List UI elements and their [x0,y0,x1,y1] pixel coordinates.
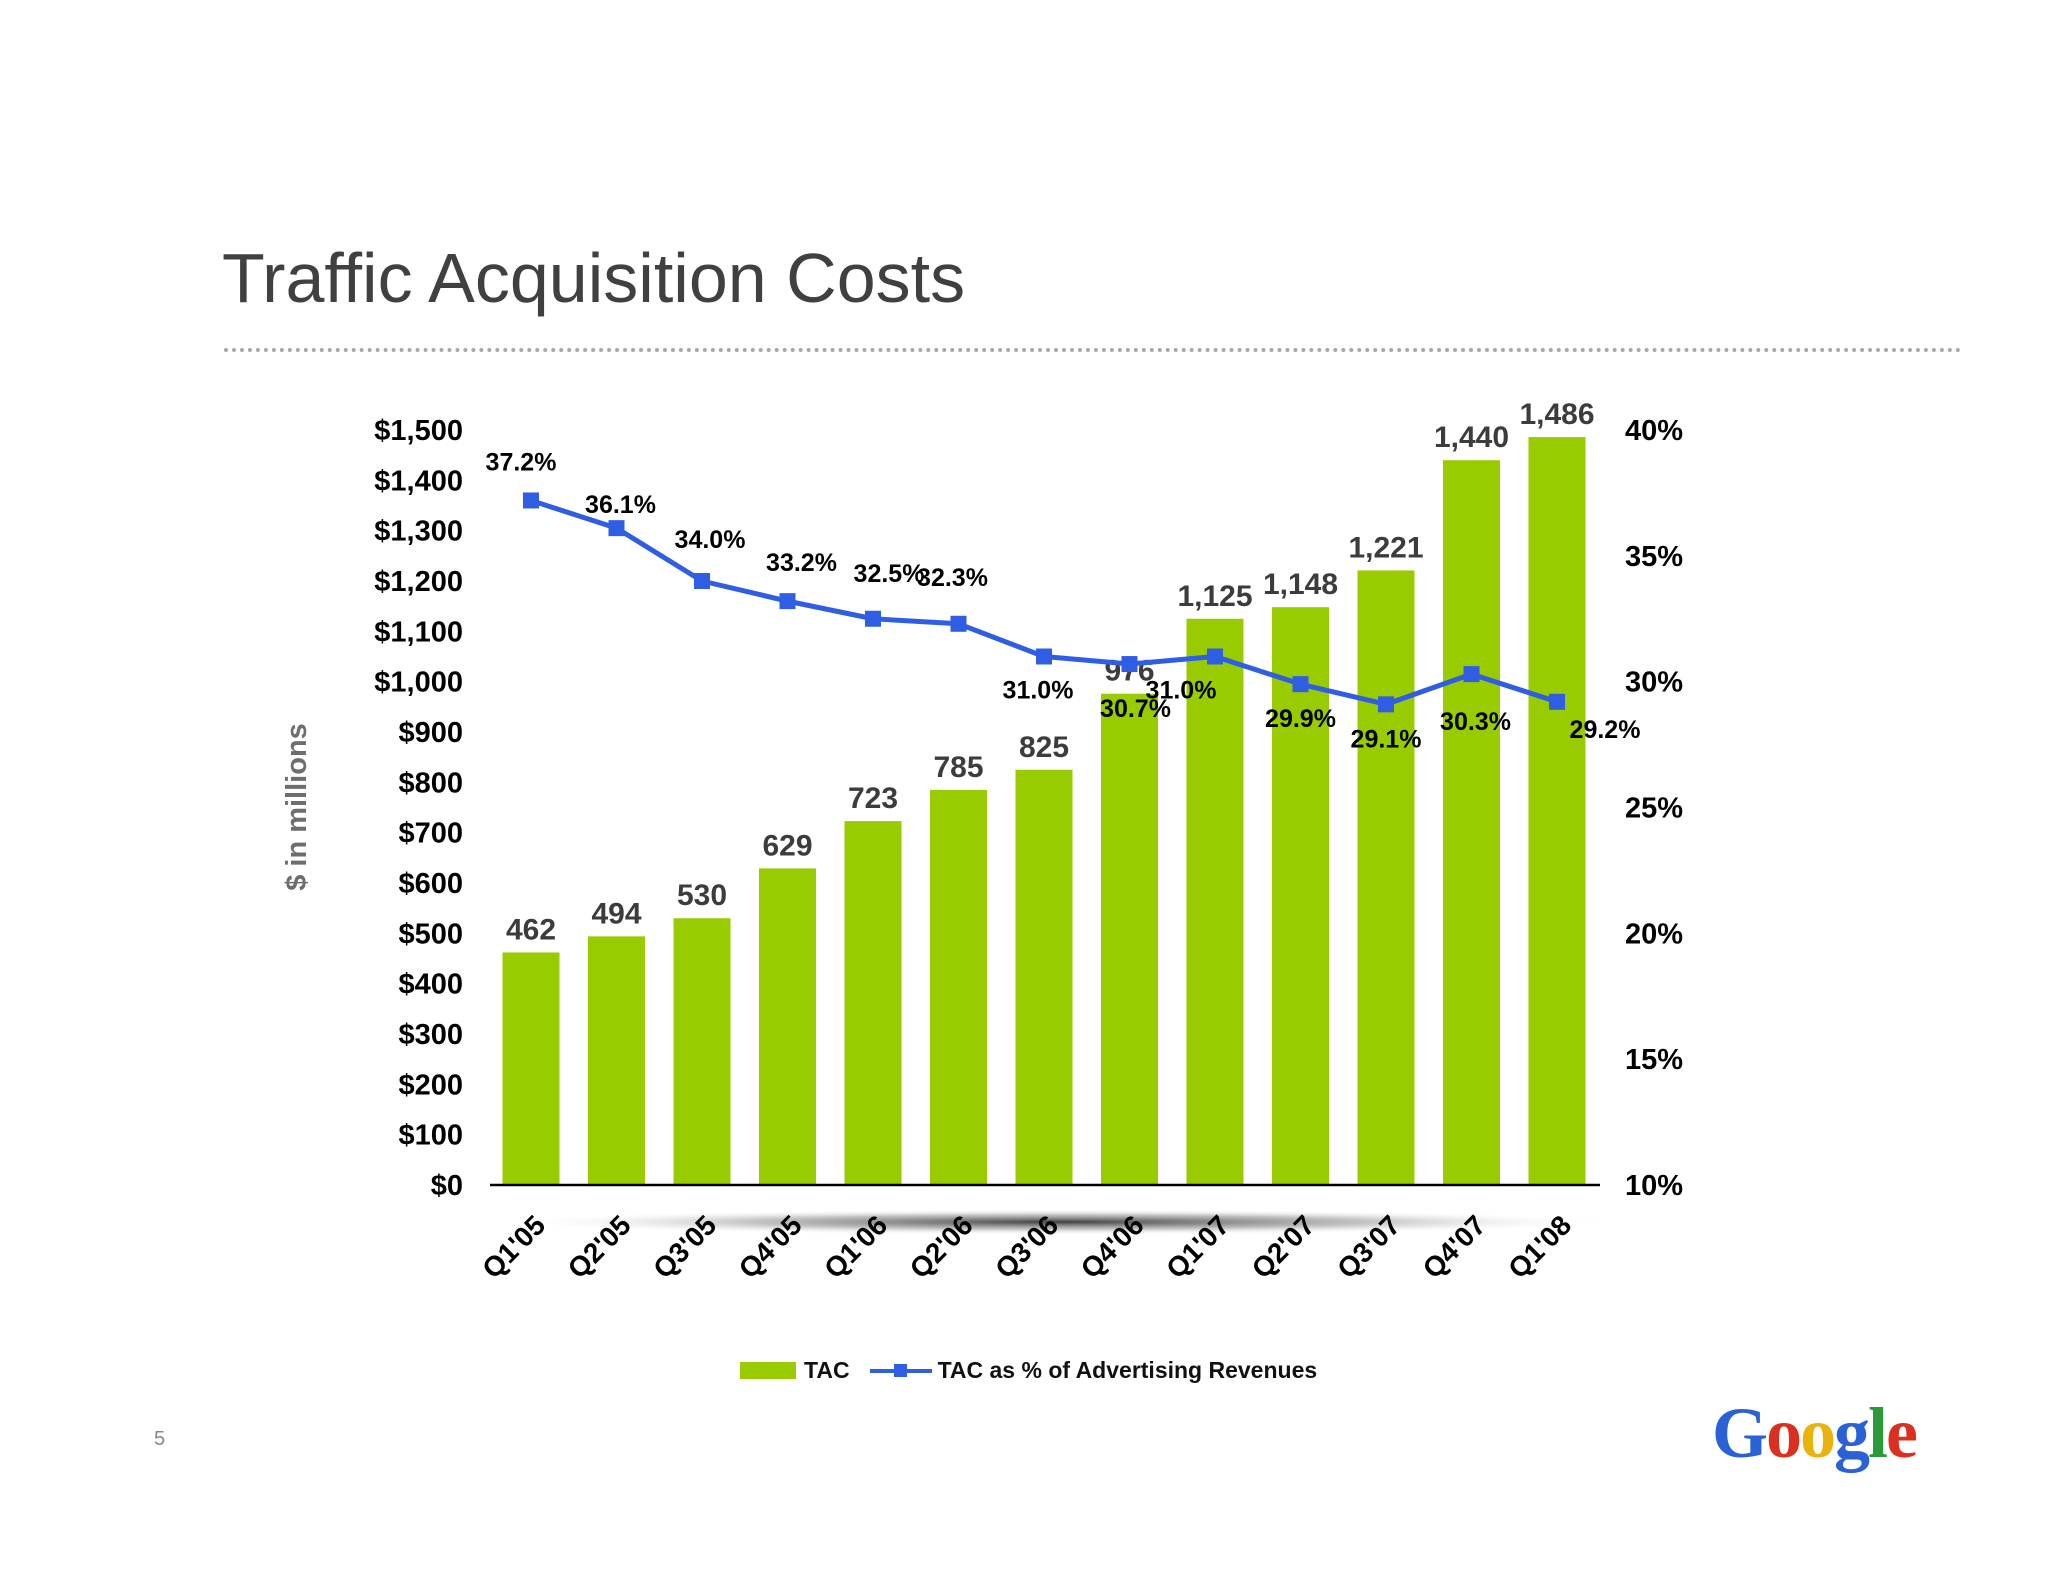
tac-percent-marker [1292,676,1309,693]
tac-value-label: 1,221 [1348,531,1423,564]
y2-axis-tick-label: 25% [1625,793,1683,825]
tac-value-label: 1,125 [1177,580,1252,613]
y-axis-tick-label: $600 [398,868,463,900]
y-axis-tick-label: $0 [431,1170,463,1202]
tac-bar [1101,693,1158,1185]
legend-swatch-tac-percent [869,1362,932,1379]
y-axis-tick-label: $100 [398,1120,463,1152]
y2-axis-tick-label: 30% [1625,667,1683,699]
tac-value-label: 1,486 [1519,398,1594,431]
tac-percent-value-label: 36.1% [585,491,656,519]
chart-legend: TAC TAC as % of Advertising Revenues [740,1354,1317,1386]
y2-axis-tick-label: 40% [1625,415,1683,447]
y-axis-tick-label: $800 [398,767,463,799]
y-axis-tick-label: $1,400 [374,465,463,497]
tac-value-label: 629 [762,829,812,862]
tac-percent-marker [1121,656,1138,673]
y-axis-tick-label: $1,500 [374,415,463,447]
tac-percent-value-label: 29.9% [1265,705,1336,733]
tac-percent-marker [1036,648,1052,665]
tac-bar [930,789,987,1185]
tac-percent-marker [1463,666,1480,683]
y-axis-tick-label: $700 [398,818,463,850]
google-logo: Google [1712,1393,1918,1473]
y2-axis-tick-label: 15% [1625,1044,1683,1076]
tac-bar [1272,607,1329,1185]
tac-percent-value-label: 34.0% [675,526,746,554]
tac-percent-value-label: 32.5% [854,560,925,588]
tac-percent-marker [523,492,539,509]
tac-value-label: 785 [933,751,983,784]
tac-bar [759,868,816,1185]
tac-value-label: 1,148 [1263,568,1338,601]
tac-percent-marker [608,520,625,537]
tac-percent-marker [1549,693,1565,710]
tac-percent-value-label: 30.7% [1100,695,1171,723]
legend-label-tac-percent: TAC as % of Advertising Revenues [937,1356,1318,1383]
y-axis-tick-label: $1,300 [374,516,463,548]
tac-percent-marker [1378,696,1394,713]
tac-bar [1528,437,1586,1186]
slide-title: Traffic Acquisition Costs [222,239,966,317]
tac-value-label: 825 [1019,731,1069,764]
y2-axis-tick-label: 20% [1625,918,1683,950]
tac-bar [502,952,560,1185]
tac-bar [1015,769,1073,1185]
tac-percent-value-label: 32.3% [917,564,988,592]
legend-label-tac: TAC [804,1356,850,1383]
tac-percent-value-label: 29.2% [1570,716,1641,744]
tac-percent-value-label: 29.1% [1351,725,1422,753]
tac-bar [1443,460,1500,1185]
y-axis-tick-label: $1,100 [374,616,463,648]
tac-value-label: 494 [591,897,641,930]
title-divider [224,348,1962,352]
axis-shadow [500,1209,1620,1235]
tac-percent-marker [865,610,881,627]
tac-percent-value-label: 37.2% [486,448,557,476]
tac-percent-marker [694,573,710,589]
tac-bar [1357,570,1415,1185]
y-axis-tick-label: $900 [398,717,463,749]
y-axis-tick-label: $500 [398,918,463,950]
page-number: 5 [154,1428,166,1450]
tac-value-label: 530 [677,879,727,912]
tac-value-label: 1,440 [1434,421,1509,454]
y2-axis-tick-label: 10% [1625,1170,1683,1202]
legend-swatch-tac [740,1361,796,1379]
tac-bar [1186,618,1244,1185]
tac-value-label: 723 [848,782,898,815]
y-axis-tick-label: $400 [398,969,463,1001]
y-axis-tick-label: $1,200 [374,566,463,598]
y-axis-title: $ in millions [281,723,313,891]
tac-percent-marker [779,593,796,610]
tac-percent-value-label: 31.0% [1146,677,1217,705]
tac-bar [844,821,902,1185]
tac-value-label: 462 [506,913,556,946]
tac-percent-marker [950,615,967,632]
tac-percent-value-label: 30.3% [1440,708,1511,736]
y-axis-tick-label: $300 [398,1019,463,1051]
tac-percent-marker [1207,648,1223,665]
y-axis-tick-label: $1,000 [374,667,463,699]
tac-bar [588,936,645,1185]
tac-bar [673,918,731,1185]
tac-percent-value-label: 33.2% [766,549,837,577]
tac-percent-value-label: 31.0% [1003,677,1074,705]
y2-axis-tick-label: 35% [1625,541,1683,573]
y-axis-tick-label: $200 [398,1069,463,1101]
